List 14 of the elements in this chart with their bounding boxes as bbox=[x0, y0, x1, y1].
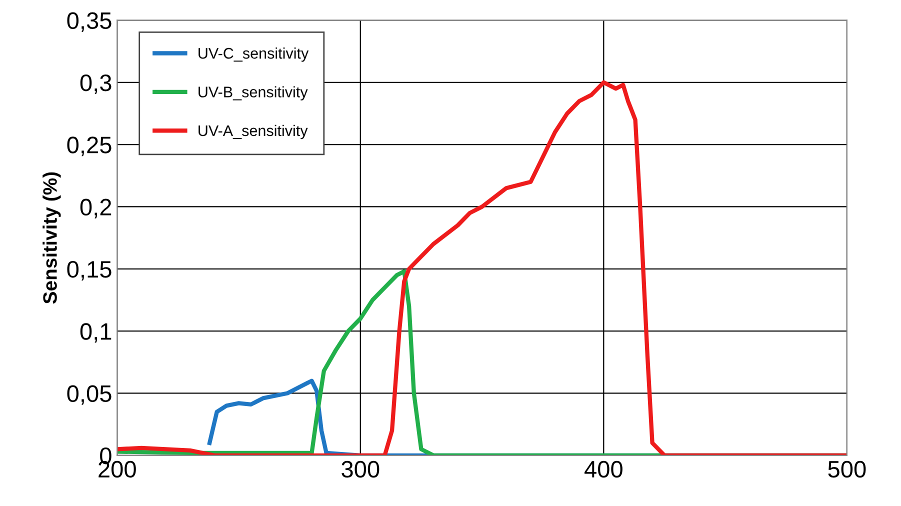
x-tick-label: 500 bbox=[828, 460, 866, 478]
y-tick-label: 0,3 bbox=[80, 74, 112, 94]
y-tick-label: 0,25 bbox=[67, 136, 112, 156]
y-tick-label: 0,2 bbox=[80, 198, 112, 218]
x-tick-label: 400 bbox=[584, 460, 622, 478]
y-tick-label: 0,35 bbox=[67, 12, 112, 32]
x-tick-label: 300 bbox=[342, 460, 380, 478]
legend-label: UV-A_sensitivity bbox=[198, 124, 308, 140]
legend-label: UV-B_sensitivity bbox=[198, 86, 308, 100]
y-axis-title: Sensitivity (%) bbox=[42, 172, 61, 304]
y-tick-label: 0,15 bbox=[67, 260, 112, 280]
y-tick-label: 0,05 bbox=[67, 385, 112, 405]
legend-label: UV-C_sensitivity bbox=[198, 48, 309, 62]
y-tick-label: 0,1 bbox=[80, 323, 112, 343]
